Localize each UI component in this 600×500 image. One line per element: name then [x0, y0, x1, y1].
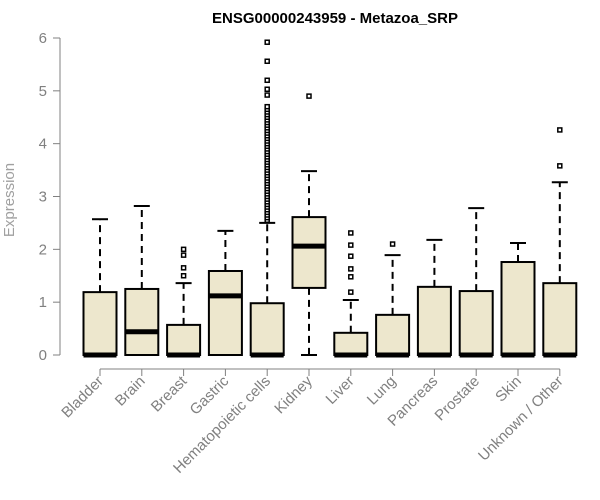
outlier-point	[180, 273, 187, 279]
box-lung	[375, 241, 411, 358]
box-iqr	[542, 282, 578, 356]
outlier-point	[389, 241, 396, 247]
x-tick-label: Skin	[492, 373, 525, 406]
x-tick-label: Prostate	[431, 373, 483, 425]
chart-title: ENSG00000243959 - Metazoa_SRP	[212, 10, 458, 27]
box-gastric	[207, 229, 243, 356]
y-tick-label: 3	[39, 189, 47, 206]
y-axis: 0 1 2 3 4 5 6	[39, 30, 61, 364]
x-tick-label: Breast	[148, 372, 191, 415]
box-bladder	[82, 218, 118, 358]
outlier-point	[348, 266, 354, 272]
box-iqr	[416, 285, 452, 356]
outlier-point	[348, 274, 354, 280]
box-iqr	[166, 323, 202, 357]
box-brain	[124, 205, 160, 357]
box-iqr	[333, 331, 369, 356]
y-tick-label: 1	[39, 294, 47, 311]
box-iqr	[82, 291, 118, 356]
box-iqr	[124, 287, 160, 357]
box-unknown-other	[542, 127, 578, 358]
outlier-point	[557, 163, 563, 169]
outlier-point	[180, 252, 187, 258]
y-tick-label: 2	[39, 241, 47, 258]
outlier-point	[180, 246, 187, 253]
box-iqr	[291, 216, 327, 289]
box-iqr	[500, 261, 536, 356]
box-liver	[333, 230, 369, 358]
box-iqr	[375, 313, 411, 357]
box-kidney	[291, 93, 327, 356]
box-hematopoietic-cells	[249, 39, 285, 358]
box-iqr	[458, 290, 494, 356]
outlier-point	[264, 58, 270, 64]
x-tick-label: Lung	[364, 373, 400, 409]
outlier-point	[264, 86, 270, 92]
y-tick-label: 5	[39, 83, 47, 100]
outlier-point	[264, 77, 270, 84]
outlier-point	[557, 127, 563, 133]
y-axis-label: Expression	[1, 163, 18, 237]
outlier-point	[306, 93, 312, 99]
outlier-point	[348, 289, 354, 295]
x-tick-label: Liver	[323, 373, 358, 408]
outlier-point	[264, 39, 270, 45]
outlier-point	[348, 230, 354, 236]
x-tick-label: Kidney	[271, 372, 316, 417]
box-skin	[500, 241, 536, 358]
box-prostate	[458, 207, 494, 358]
x-tick-label: Brain	[112, 373, 149, 410]
outlier-point	[348, 242, 354, 248]
y-tick-label: 6	[39, 30, 47, 47]
outlier-point	[264, 92, 270, 98]
outlier-point	[348, 253, 354, 259]
x-tick-label: Bladder	[58, 373, 107, 422]
box-iqr	[207, 269, 243, 356]
box-breast	[166, 246, 202, 358]
y-tick-label: 0	[39, 347, 47, 364]
box-pancreas	[416, 238, 452, 358]
outlier-point	[180, 265, 187, 271]
boxes	[82, 39, 578, 358]
outlier-point	[264, 103, 270, 110]
box-iqr	[249, 302, 285, 356]
y-tick-label: 4	[39, 136, 47, 153]
